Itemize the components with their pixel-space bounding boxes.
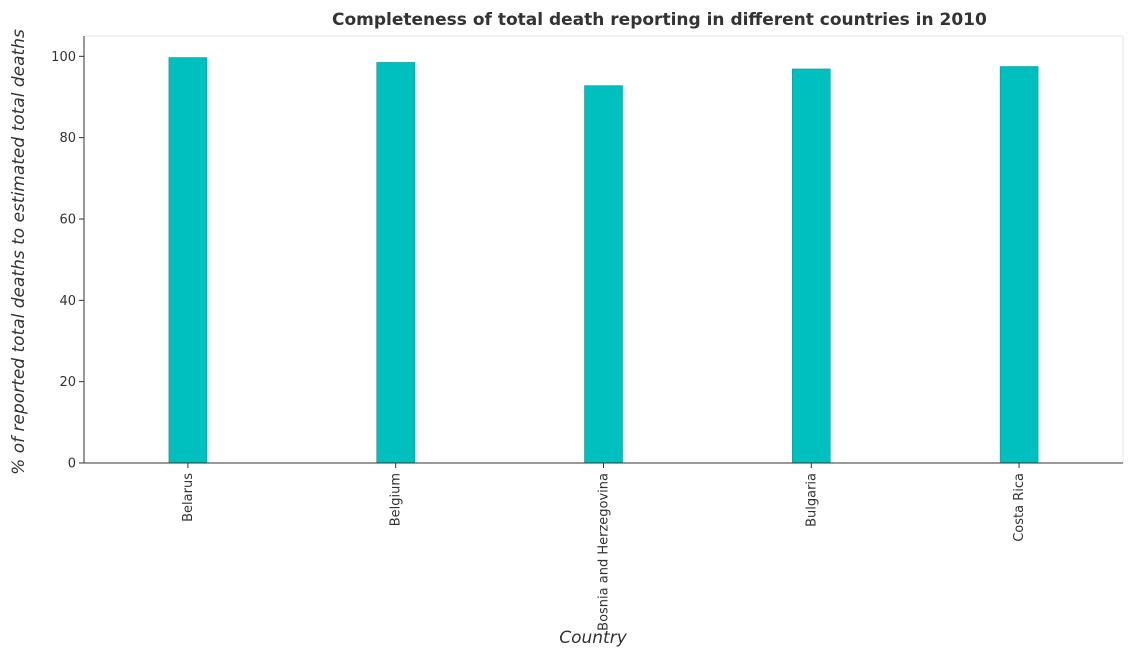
x-tick-label: Bosnia and Herzegovina bbox=[597, 473, 612, 631]
y-tick-label: 40 bbox=[59, 294, 76, 309]
y-tick-label: 80 bbox=[59, 131, 76, 146]
x-tick-label: Belarus bbox=[181, 473, 196, 522]
y-tick-label: 0 bbox=[68, 457, 76, 472]
plot-area bbox=[83, 35, 1124, 464]
bar-belarus bbox=[168, 57, 208, 464]
y-tick-label: 100 bbox=[51, 50, 76, 65]
y-tick-label: 60 bbox=[59, 213, 76, 228]
bar-costa-rica bbox=[999, 66, 1039, 464]
bar-belgium bbox=[376, 62, 415, 464]
bar-bosnia-and-herzegovina bbox=[584, 85, 623, 464]
chart-title: Completeness of total death reporting in… bbox=[332, 10, 987, 30]
x-tick-label: Bulgaria bbox=[804, 473, 819, 527]
x-axis-title: Country bbox=[559, 628, 627, 648]
x-axis: Belarus Belgium Bosnia and Herzegovina Bulg… bbox=[84, 462, 1123, 631]
x-tick-label: Costa Rica bbox=[1012, 473, 1027, 542]
y-axis-title: % of reported total deaths to estimated … bbox=[9, 29, 29, 475]
bar-bulgaria bbox=[792, 68, 831, 464]
x-tick-label: Belgium bbox=[389, 473, 404, 526]
y-axis: 0 20 40 60 80 100 bbox=[51, 36, 85, 472]
y-tick-label: 20 bbox=[59, 375, 76, 390]
